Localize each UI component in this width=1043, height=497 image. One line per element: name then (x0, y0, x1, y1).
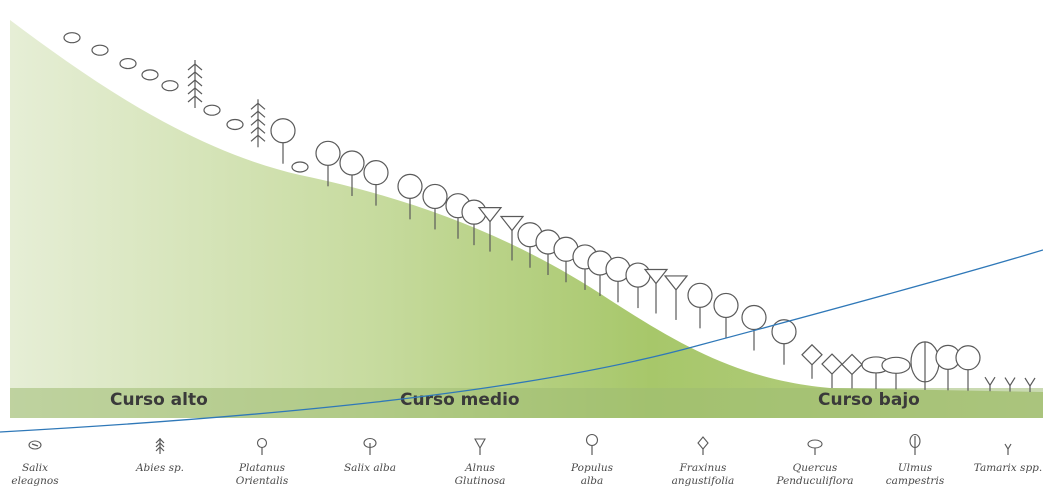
salix-eleagnos-icon (28, 440, 42, 450)
tamarix-top-43 (1024, 377, 1036, 388)
tree-small-6 (203, 104, 221, 116)
quercus-icon (807, 439, 823, 455)
legend-name-salix-eleagnos-2: eleagnos (11, 475, 59, 487)
ground-band (10, 388, 1043, 418)
alder-crown-19 (499, 215, 525, 232)
zone-label-alto: Curso alto (110, 390, 208, 410)
tree-crown-9 (270, 118, 296, 144)
legend-name-tamarix: Tamarix spp. (974, 462, 1042, 474)
tree-small-7 (226, 118, 244, 131)
tree-small-4 (161, 80, 179, 92)
alder-crown-27 (643, 268, 669, 285)
hill-slope (10, 20, 1043, 418)
ulmus-icon (909, 433, 921, 455)
tamarix-top-42 (1004, 377, 1016, 387)
pine-branch-5-0 (187, 63, 203, 71)
blue-curve (0, 249, 1043, 433)
ash-crown-35 (841, 353, 863, 376)
tree-crown-13 (363, 160, 389, 186)
tree-crown-14 (397, 173, 423, 199)
legend-name-populus: Populus (570, 462, 614, 474)
legend-name-alnus-2: Glutinosa (455, 475, 506, 487)
tree-crown-11 (315, 140, 341, 166)
pine-branch-8-3 (250, 126, 266, 134)
abies-icon (155, 438, 165, 454)
tree-crown-31 (741, 304, 767, 331)
zone-label-bajo: Curso bajo (818, 390, 920, 410)
platanus-icon (256, 437, 268, 455)
legend-name-quercus-2: Penduculiflora (775, 475, 853, 487)
zone-label-medio: Curso medio (400, 390, 520, 410)
pine-branch-5-4 (187, 95, 203, 103)
pine-branch-5-1 (187, 71, 203, 79)
alder-crown-18 (477, 207, 503, 223)
oak-crown-37 (881, 356, 911, 374)
legend-name-ulmus-2: campestris (886, 475, 945, 487)
tree-crown-12 (339, 150, 365, 176)
legend-name-salix-alba: Salix alba (344, 462, 396, 474)
alnus-icon (474, 438, 486, 455)
species-legend: Salix eleagnos Abies sp. Platanus Orient… (11, 433, 1042, 487)
tree-row (63, 32, 1036, 392)
tree-small-10 (291, 161, 309, 173)
legend-name-salix-eleagnos: Salix (22, 462, 48, 474)
legend-name-platanus-2: Orientalis (236, 475, 289, 487)
tree-small-3 (141, 69, 159, 81)
ash-crown-34 (821, 353, 843, 375)
tree-crown-30 (713, 292, 739, 319)
tree-small-1 (91, 44, 109, 56)
salix-alba-icon (363, 437, 377, 455)
legend-name-alnus: Alnus (464, 462, 495, 474)
legend-name-fraxinus: Fraxinus (679, 462, 727, 474)
ash-crown-33 (801, 343, 823, 366)
fraxinus-icon (697, 436, 709, 455)
pine-branch-5-2 (187, 79, 203, 87)
legend-name-platanus: Platanus (238, 462, 286, 474)
tree-crown-15 (422, 183, 448, 210)
legend-name-abies: Abies sp. (135, 462, 184, 474)
tamarix-icon (1004, 443, 1012, 455)
populus-icon (585, 433, 599, 455)
pine-branch-8-1 (250, 110, 266, 118)
tree-small-2 (119, 57, 137, 70)
pine-branch-8-2 (250, 118, 266, 126)
pine-branch-8-4 (250, 134, 266, 142)
tree-crown-32 (771, 319, 797, 345)
tamarix-top-41 (984, 376, 996, 387)
alder-crown-28 (663, 275, 689, 291)
legend-name-quercus: Quercus (793, 462, 838, 474)
tree-crown-26 (625, 262, 651, 288)
pine-branch-5-3 (187, 87, 203, 95)
pine-branch-8-0 (250, 102, 266, 110)
legend-name-ulmus: Ulmus (898, 462, 933, 474)
tree-small-0 (63, 32, 81, 44)
tree-crown-29 (687, 282, 713, 308)
legend-name-populus-2: alba (581, 475, 604, 487)
legend-name-fraxinus-2: angustifolia (672, 475, 735, 487)
tree-crown-40 (955, 345, 981, 371)
